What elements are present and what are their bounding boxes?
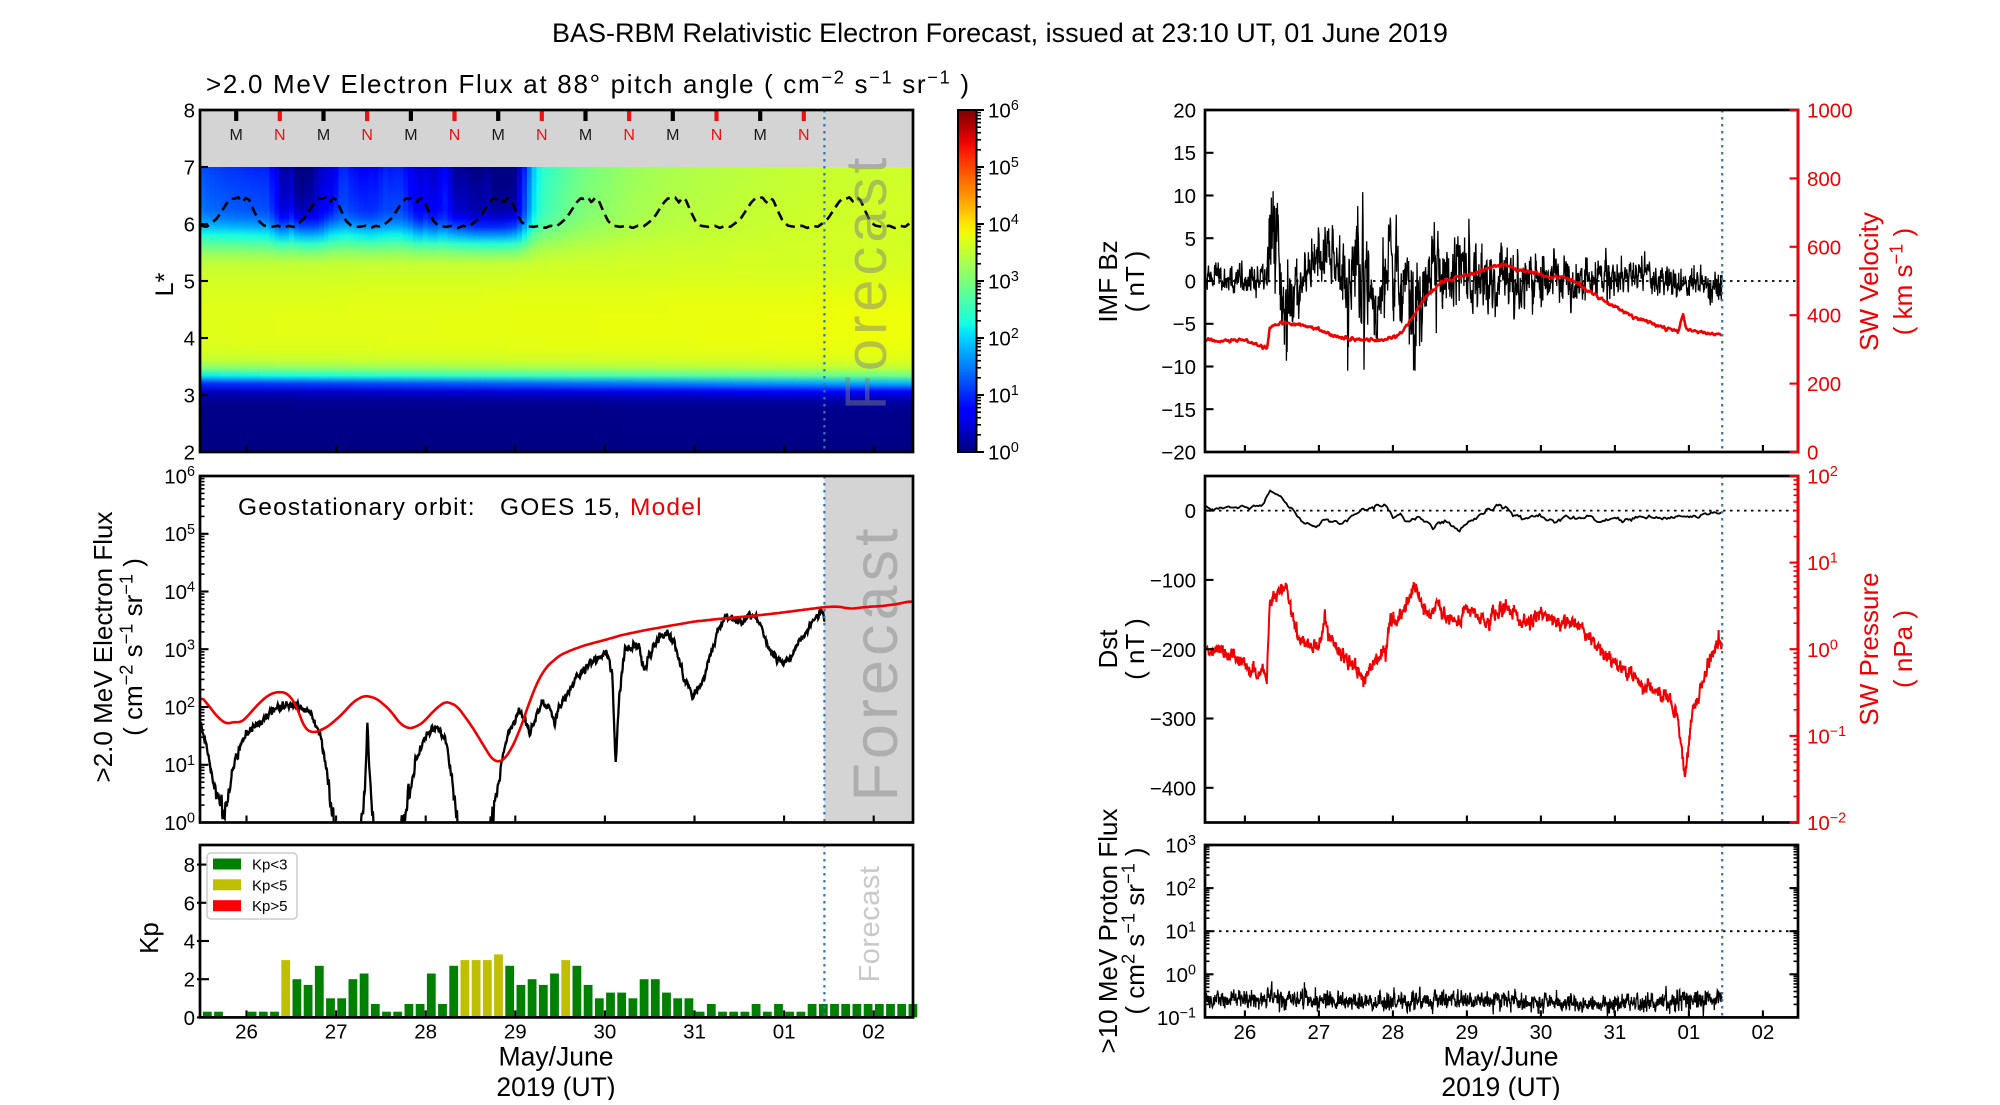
svg-text:N: N: [536, 127, 548, 144]
svg-text:May/June: May/June: [1444, 1042, 1559, 1072]
svg-text:10−2: 10−2: [1807, 811, 1846, 835]
svg-text:Model: Model: [630, 494, 703, 521]
svg-text:31: 31: [1603, 1021, 1626, 1044]
svg-text:IMF Bz: IMF Bz: [1093, 240, 1123, 322]
svg-text:02: 02: [1751, 1021, 1774, 1044]
svg-text:SW Velocity: SW Velocity: [1854, 212, 1884, 351]
svg-text:0: 0: [184, 1007, 195, 1030]
svg-text:−400: −400: [1150, 777, 1196, 800]
svg-text:Kp<5: Kp<5: [252, 877, 287, 894]
svg-text:10−1: 10−1: [1157, 1006, 1196, 1030]
svg-text:L*: L*: [151, 272, 179, 296]
svg-text:103: 103: [164, 637, 195, 661]
svg-text:M: M: [754, 127, 767, 144]
svg-text:Forecast: Forecast: [854, 866, 886, 983]
svg-text:4: 4: [184, 931, 195, 954]
svg-text:28: 28: [1381, 1021, 1404, 1044]
svg-text:30: 30: [593, 1021, 616, 1044]
svg-text:Kp<3: Kp<3: [252, 857, 287, 874]
svg-text:−20: −20: [1161, 442, 1196, 465]
svg-text:7: 7: [184, 157, 195, 180]
svg-text:103: 103: [1165, 833, 1196, 857]
svg-text:0: 0: [1807, 442, 1818, 465]
svg-text:29: 29: [1455, 1021, 1478, 1044]
svg-text:2: 2: [184, 442, 195, 465]
svg-text:02: 02: [862, 1021, 885, 1044]
svg-text:M: M: [492, 127, 505, 144]
svg-text:26: 26: [235, 1021, 258, 1044]
svg-text:6: 6: [184, 214, 195, 237]
svg-text:10: 10: [1173, 185, 1196, 208]
svg-text:27: 27: [1307, 1021, 1330, 1044]
svg-text:SW Pressure: SW Pressure: [1854, 572, 1884, 725]
svg-text:Kp: Kp: [134, 922, 164, 954]
svg-text:600: 600: [1807, 236, 1841, 259]
svg-text:0: 0: [1185, 271, 1196, 294]
svg-text:( km s−1 ): ( km s−1 ): [1887, 228, 1918, 335]
svg-text:8: 8: [184, 100, 195, 123]
svg-text:15: 15: [1173, 142, 1196, 165]
svg-text:M: M: [404, 127, 417, 144]
svg-text:01: 01: [1677, 1021, 1700, 1044]
svg-text:Dst: Dst: [1093, 629, 1123, 669]
svg-text:M: M: [230, 127, 243, 144]
svg-text:2019 (UT): 2019 (UT): [1441, 1072, 1560, 1100]
svg-text:( nPa ): ( nPa ): [1888, 610, 1918, 688]
svg-text:M: M: [317, 127, 330, 144]
svg-text:2019 (UT): 2019 (UT): [496, 1072, 615, 1100]
svg-text:N: N: [798, 127, 810, 144]
svg-text:27: 27: [325, 1021, 348, 1044]
svg-text:200: 200: [1807, 373, 1841, 396]
svg-text:5: 5: [1185, 228, 1196, 251]
svg-text:M: M: [579, 127, 592, 144]
svg-text:>2.0 MeV Electron Flux at 88°: >2.0 MeV Electron Flux at 88° pitch angl…: [206, 68, 971, 99]
svg-text:Forecast: Forecast: [834, 154, 899, 411]
svg-text:−300: −300: [1150, 708, 1196, 731]
svg-text:−15: −15: [1161, 399, 1196, 422]
svg-text:01: 01: [773, 1021, 796, 1044]
svg-text:30: 30: [1529, 1021, 1552, 1044]
svg-text:20: 20: [1173, 100, 1196, 123]
svg-text:1000: 1000: [1807, 100, 1853, 123]
svg-text:N: N: [449, 127, 461, 144]
svg-text:400: 400: [1807, 305, 1841, 328]
svg-text:3: 3: [184, 385, 195, 408]
svg-text:>2.0 MeV Electron Flux: >2.0 MeV Electron Flux: [88, 512, 118, 783]
svg-text:N: N: [274, 127, 286, 144]
svg-text:Kp>5: Kp>5: [252, 898, 287, 915]
svg-text:26: 26: [1233, 1021, 1256, 1044]
svg-text:2: 2: [184, 969, 195, 992]
svg-text:103: 103: [988, 269, 1019, 293]
svg-text:GOES 15,: GOES 15,: [500, 494, 621, 521]
svg-text:( cm−2 s−1 sr−1 ): ( cm−2 s−1 sr−1 ): [117, 558, 148, 736]
svg-text:5: 5: [184, 271, 195, 294]
svg-text:4: 4: [184, 328, 195, 351]
svg-text:28: 28: [414, 1021, 437, 1044]
svg-text:Geostationary orbit:: Geostationary orbit:: [238, 494, 476, 521]
svg-text:M: M: [666, 127, 679, 144]
svg-text:N: N: [623, 127, 635, 144]
svg-text:29: 29: [504, 1021, 527, 1044]
svg-text:( nT ): ( nT ): [1120, 251, 1150, 313]
svg-text:N: N: [361, 127, 373, 144]
svg-text:−200: −200: [1150, 639, 1196, 662]
svg-text:May/June: May/June: [499, 1042, 614, 1072]
svg-text:( nT ): ( nT ): [1120, 618, 1150, 680]
svg-text:8: 8: [184, 854, 195, 877]
svg-text:BAS-RBM Relativistic Electron: BAS-RBM Relativistic Electron Forecast, …: [552, 18, 1448, 48]
svg-text:>10 MeV Proton Flux: >10 MeV Proton Flux: [1093, 809, 1123, 1054]
svg-text:−5: −5: [1173, 313, 1196, 336]
svg-text:0: 0: [1185, 500, 1196, 523]
svg-text:6: 6: [184, 892, 195, 915]
svg-text:Forecast: Forecast: [841, 524, 911, 801]
svg-text:N: N: [711, 127, 723, 144]
svg-text:31: 31: [683, 1021, 706, 1044]
svg-text:−100: −100: [1150, 569, 1196, 592]
svg-text:800: 800: [1807, 168, 1841, 191]
svg-text:100: 100: [1807, 637, 1838, 661]
svg-text:−10: −10: [1161, 356, 1196, 379]
